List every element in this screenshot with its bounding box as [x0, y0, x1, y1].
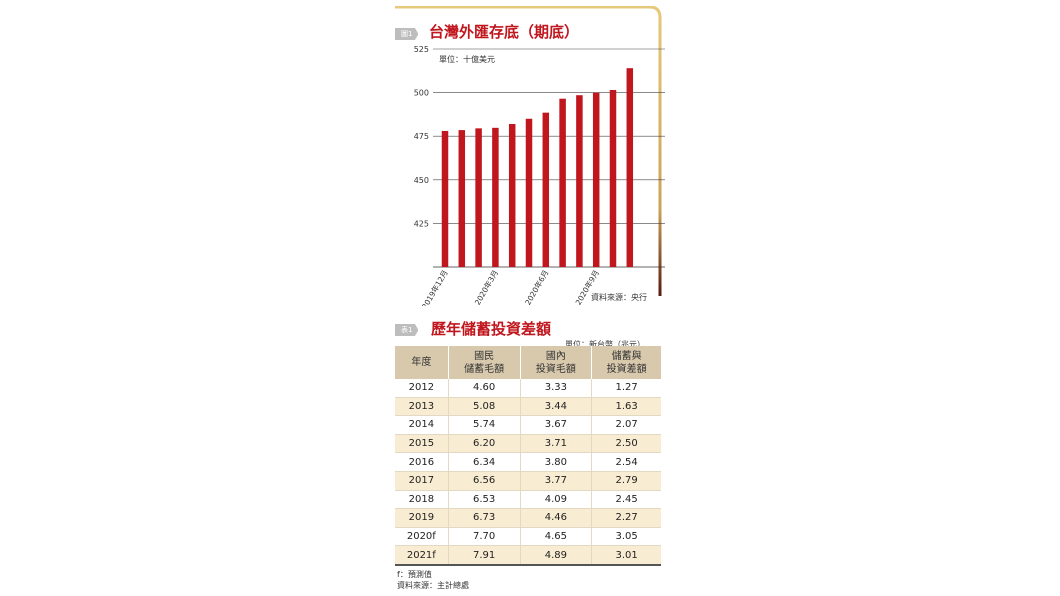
table-source: 資料來源：主計總處 — [397, 581, 469, 590]
table-cell: 3.67 — [519, 415, 592, 435]
table-header-row: 年度 國民 儲蓄毛額 國內 投資毛額 儲蓄與 投資差額 — [395, 346, 661, 379]
bar — [559, 98, 566, 267]
table-cell: 2.27 — [591, 508, 661, 528]
bar — [475, 128, 482, 267]
bar — [441, 130, 449, 267]
chart-title: 台灣外匯存底（期底） — [429, 23, 580, 41]
column-header-line: 投資毛額 — [535, 363, 576, 375]
table-cell: 3.77 — [519, 471, 592, 491]
table-row: 2012 4.60 3.33 1.27 — [395, 379, 661, 398]
table-cell: 3.01 — [591, 545, 661, 566]
table-row: 2018 6.53 4.09 2.45 — [395, 490, 661, 510]
bar — [492, 127, 499, 267]
x-tick-label: 2020年3月 — [472, 268, 500, 306]
table-body: 2012 4.60 3.33 1.27 2013 5.08 3.44 1.63 2014 5.74… — [395, 379, 661, 566]
table-row: 2016 6.34 3.80 2.54 — [395, 452, 661, 472]
table-cell: 6.53 — [447, 490, 520, 510]
column-header-line: 國民 — [474, 350, 495, 362]
table-cell: 3.71 — [519, 434, 592, 454]
table-cell: 6.20 — [447, 434, 520, 454]
table-cell: 4.65 — [519, 527, 592, 547]
bar — [508, 123, 516, 267]
table-row: 2020f 7.70 4.65 3.05 — [395, 527, 661, 547]
table-cell: 2016 — [395, 452, 449, 472]
figure-tag: 圖1 — [395, 28, 419, 40]
bar — [542, 112, 550, 267]
table-cell: 7.70 — [447, 527, 520, 547]
table-cell: 6.73 — [447, 508, 520, 528]
table-row: 2019 6.73 4.46 2.27 — [395, 508, 661, 528]
table-cell: 4.60 — [447, 379, 520, 398]
table-cell: 5.08 — [447, 397, 520, 417]
table-row: 2014 5.74 3.67 2.07 — [395, 415, 661, 435]
table-cell: 4.89 — [519, 545, 592, 566]
table-title: 歷年儲蓄投資差額 — [431, 320, 552, 338]
table-cell: 2.50 — [591, 434, 661, 454]
table-footnote: f：預測值 — [397, 570, 432, 579]
bar — [592, 92, 600, 267]
bar — [609, 89, 617, 267]
column-header: 儲蓄與 投資差額 — [591, 346, 661, 379]
table-row: 2013 5.08 3.44 1.63 — [395, 397, 661, 417]
column-header: 國內 投資毛額 — [519, 346, 592, 379]
table-cell: 3.80 — [519, 452, 592, 472]
table-savings-investment: 表1 歷年儲蓄投資差額 單位：新台幣（兆元） 年度 國民 儲蓄毛額 國內 投資毛額 儲蓄與… — [395, 318, 665, 593]
table-cell: 2.79 — [591, 471, 661, 491]
column-header-line: 投資差額 — [606, 363, 647, 375]
column-header-line: 年度 — [411, 357, 432, 368]
table-cell: 2015 — [395, 434, 449, 454]
data-table: 年度 國民 儲蓄毛額 國內 投資毛額 儲蓄與 投資差額 2012 4.60 3.33 1.27 20… — [395, 346, 661, 566]
table-cell: 2012 — [395, 379, 449, 398]
bar — [576, 95, 583, 267]
table-row: 2015 6.20 3.71 2.50 — [395, 434, 661, 454]
x-tick-label: 2019年12月 — [419, 268, 449, 306]
table-cell: 2.07 — [591, 415, 661, 435]
table-tag: 表1 — [395, 324, 419, 336]
y-tick-label: 425 — [414, 219, 429, 228]
table-cell: 2.45 — [591, 490, 661, 510]
table-cell: 2018 — [395, 490, 449, 510]
chart-unit: 單位：十億美元 — [439, 55, 495, 64]
x-tick-label: 2020年6月 — [522, 268, 550, 306]
table-cell: 1.27 — [591, 379, 661, 398]
table-cell: 2.54 — [591, 452, 661, 472]
column-header-line: 儲蓄與 — [611, 350, 642, 362]
chart-source: 資料來源：央行 — [591, 293, 647, 302]
table-cell: 4.09 — [519, 490, 592, 510]
table-cell: 2013 — [395, 397, 449, 417]
table-row: 2021f 7.91 4.89 3.01 — [395, 545, 661, 566]
column-header: 國民 儲蓄毛額 — [447, 346, 520, 379]
y-tick-label: 500 — [414, 89, 429, 98]
bar — [626, 68, 634, 268]
column-header: 年度 — [395, 346, 449, 379]
column-header-line: 儲蓄毛額 — [464, 363, 505, 375]
table-cell: 2020f — [395, 527, 449, 547]
bar — [458, 130, 466, 267]
table-cell: 7.91 — [447, 545, 520, 566]
table-cell: 2019 — [395, 508, 449, 528]
table-cell: 2021f — [395, 545, 449, 566]
y-tick-label: 450 — [414, 176, 429, 185]
table-cell: 3.33 — [519, 379, 592, 398]
table-cell: 3.05 — [591, 527, 661, 547]
figure-foreign-reserves: 425 450 475 500 525 2019年12月 2020年3月 2020年6月 20… — [395, 6, 665, 306]
y-tick-label: 475 — [414, 132, 429, 141]
table-unit: 單位：新台幣（兆元） — [565, 340, 645, 349]
table-row: 2017 6.56 3.77 2.79 — [395, 471, 661, 491]
table-cell: 2017 — [395, 471, 449, 491]
table-cell: 2014 — [395, 415, 449, 435]
bar — [525, 118, 533, 267]
table-cell: 5.74 — [447, 415, 520, 435]
table-cell: 6.56 — [447, 471, 520, 491]
table-cell: 4.46 — [519, 508, 592, 528]
gold-frame — [395, 6, 662, 296]
table-cell: 6.34 — [447, 452, 520, 472]
table-cell: 3.44 — [519, 397, 592, 417]
table-cell: 1.63 — [591, 397, 661, 417]
y-tick-label: 525 — [414, 45, 429, 54]
column-header-line: 國內 — [545, 350, 566, 362]
